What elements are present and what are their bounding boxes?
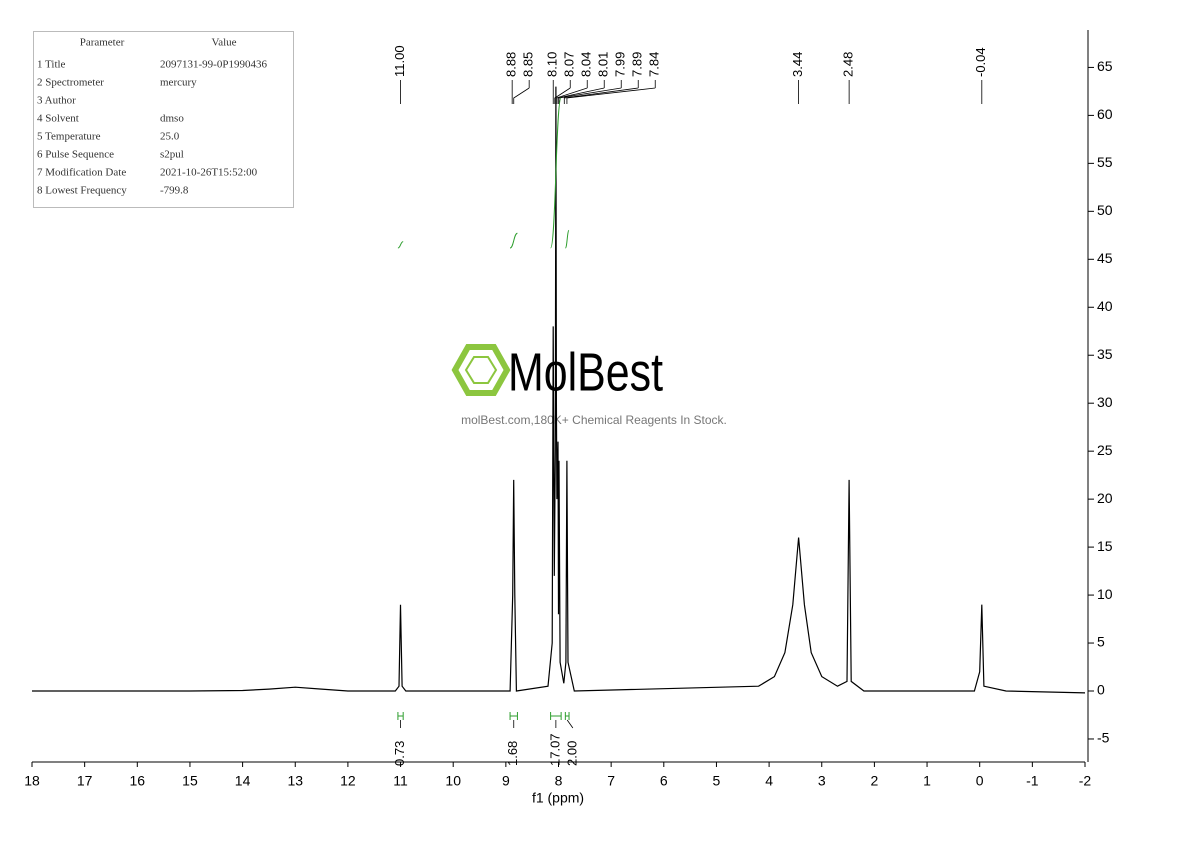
peak-label: 8.10: [545, 52, 560, 77]
x-tick-label: 7: [607, 773, 615, 789]
peak-label: 8.85: [521, 52, 536, 77]
x-tick-label: 14: [235, 773, 251, 789]
x-axis-label: f1 (ppm): [532, 790, 584, 806]
peak-label: 8.07: [562, 52, 577, 77]
y-tick-label: 10: [1097, 586, 1113, 602]
integral-bracket: [564, 712, 570, 720]
integral-curve: [397, 241, 404, 249]
y-tick-label: 25: [1097, 442, 1113, 458]
peak-label: 2.48: [841, 52, 856, 77]
table-cell: 25.0: [160, 131, 180, 143]
x-tick-label: 8: [555, 773, 563, 789]
table-cell: 6 Pulse Sequence: [37, 149, 114, 161]
integral-label: 2.00: [564, 741, 579, 766]
integral-curve: [509, 232, 518, 249]
y-tick-label: 30: [1097, 394, 1113, 410]
x-tick-label: 12: [340, 773, 356, 789]
integral-bracket: [509, 712, 518, 720]
integral-connector: [566, 719, 574, 729]
y-tick-label: 35: [1097, 346, 1113, 362]
table-cell: 5 Temperature: [37, 131, 101, 143]
x-tick-label: 2: [871, 773, 879, 789]
x-tick-label: 16: [130, 773, 146, 789]
x-tick-label: -1: [1026, 773, 1039, 789]
integral-label: 17.07: [547, 733, 562, 766]
peak-connector: [557, 80, 605, 104]
watermark-logo: [451, 344, 511, 396]
integral-label: 0.73: [392, 741, 407, 766]
x-tick-label: 18: [24, 773, 40, 789]
watermark-tagline: molBest.com,180K+ Chemical Reagents In S…: [461, 413, 727, 427]
parameter-table: [33, 31, 294, 208]
peak-connector: [555, 80, 588, 104]
x-tick-label: 4: [765, 773, 773, 789]
x-tick-label: -2: [1079, 773, 1092, 789]
table-cell: 2021-10-26T15:52:00: [160, 167, 258, 179]
peak-label: 8.88: [504, 52, 519, 77]
table-cell: 2 Spectrometer: [37, 77, 104, 89]
peak-connector: [554, 80, 571, 104]
y-tick-label: 50: [1097, 202, 1113, 218]
x-tick-label: 5: [713, 773, 721, 789]
peak-connector: [558, 80, 622, 104]
table-header: Parameter: [80, 37, 125, 49]
table-cell: 4 Solvent: [37, 113, 79, 125]
peak-label: -0.04: [973, 47, 988, 77]
peak-connector: [563, 80, 639, 104]
x-tick-label: 3: [818, 773, 826, 789]
peak-connector: [513, 80, 530, 104]
spectrum-line: [32, 86, 1086, 694]
x-tick-label: 0: [976, 773, 984, 789]
integral-curve: [550, 97, 562, 249]
y-tick-label: 55: [1097, 154, 1113, 170]
peak-label: 8.01: [596, 52, 611, 77]
y-tick-label: 45: [1097, 250, 1113, 266]
peak-label: 11.00: [392, 45, 407, 77]
table-cell: mercury: [160, 77, 197, 89]
peak-label: 7.99: [613, 52, 628, 77]
table-cell: dmso: [160, 113, 184, 125]
x-tick-label: 6: [660, 773, 668, 789]
table-cell: 3 Author: [37, 95, 76, 107]
x-tick-label: 13: [287, 773, 303, 789]
x-tick-label: 9: [502, 773, 510, 789]
x-tick-label: 17: [77, 773, 93, 789]
table-cell: -799.8: [160, 185, 189, 197]
watermark-brand: MolBest: [508, 342, 663, 402]
y-tick-label: 20: [1097, 490, 1113, 506]
y-tick-label: 65: [1097, 58, 1113, 74]
integral-bracket: [397, 712, 404, 720]
peak-label: 3.44: [790, 52, 805, 77]
y-tick-label: 15: [1097, 538, 1113, 554]
peak-label: 7.89: [630, 52, 645, 77]
peak-label: 7.84: [647, 52, 662, 77]
table-cell: 2097131-99-0P1990436: [160, 59, 267, 71]
integral-bracket: [550, 712, 562, 720]
x-tick-label: 1: [923, 773, 931, 789]
y-tick-label: 5: [1097, 634, 1105, 650]
table-cell: s2pul: [160, 149, 184, 161]
table-cell: 1 Title: [37, 59, 66, 71]
y-tick-label: 60: [1097, 106, 1113, 122]
x-tick-label: 10: [445, 773, 461, 789]
y-tick-label: -5: [1097, 730, 1110, 746]
table-cell: 8 Lowest Frequency: [37, 185, 127, 197]
x-tick-label: 15: [182, 773, 198, 789]
integral-label: 1.68: [505, 741, 520, 766]
x-tick-label: 11: [393, 773, 408, 789]
table-cell: 7 Modification Date: [37, 167, 126, 179]
integral-curve: [564, 229, 570, 249]
y-tick-label: 0: [1097, 682, 1105, 698]
peak-label: 8.04: [579, 52, 594, 77]
peak-connector: [566, 80, 656, 104]
table-header: Value: [211, 37, 236, 49]
y-tick-label: 40: [1097, 298, 1113, 314]
